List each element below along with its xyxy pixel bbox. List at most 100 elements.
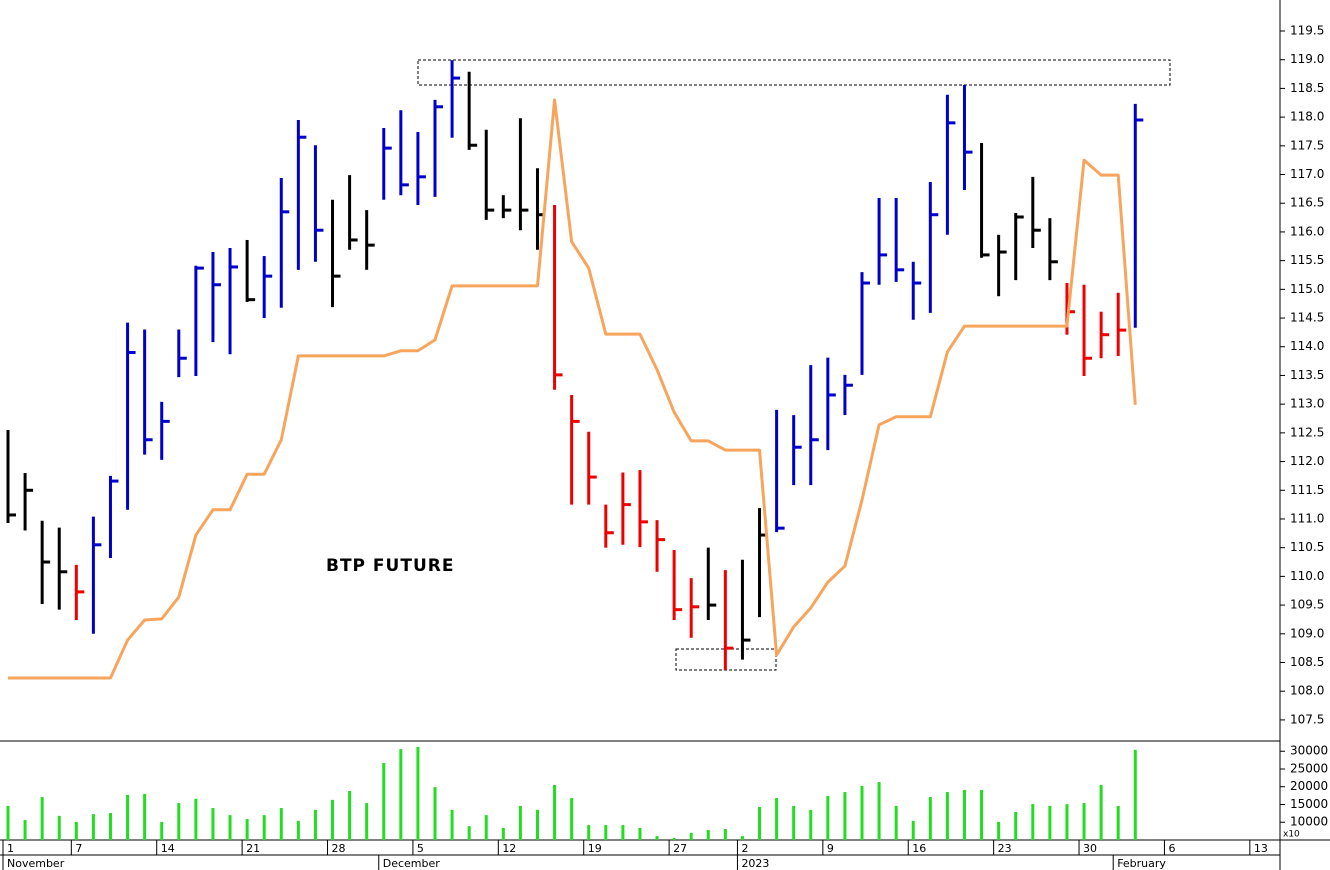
y-tick-label: 108.5 — [1290, 655, 1324, 669]
y-tick-label: 117.0 — [1290, 167, 1324, 181]
volume-bar — [1031, 804, 1035, 840]
x-tick-label: 13 — [1254, 842, 1268, 855]
volume-bar — [826, 795, 830, 840]
volume-bar — [621, 825, 625, 840]
volume-bar — [758, 806, 762, 840]
volume-bar — [740, 836, 744, 840]
x-tick-label: 30 — [1083, 842, 1097, 855]
volume-bar — [313, 809, 317, 840]
x-tick-label: 19 — [588, 842, 602, 855]
x-tick-label: 28 — [332, 842, 346, 855]
x-tick-label: 23 — [998, 842, 1012, 855]
y-tick-label: 119.0 — [1290, 52, 1324, 66]
month-label: December — [383, 857, 441, 870]
volume-bar — [877, 782, 881, 840]
y-tick-label: 107.5 — [1290, 712, 1324, 726]
volume-bar — [1065, 804, 1069, 840]
volume-bar — [1116, 805, 1120, 840]
y-tick-label: 115.5 — [1290, 253, 1324, 267]
volume-bar — [911, 820, 915, 840]
y-tick-label: 110.5 — [1290, 540, 1324, 554]
volume-bar — [416, 746, 420, 840]
volume-bar — [655, 836, 659, 840]
x-tick-label: 21 — [246, 842, 260, 855]
y-tick-label: 111.0 — [1290, 511, 1324, 525]
volume-bar — [296, 820, 300, 840]
volume-bar — [1014, 811, 1018, 840]
volume-bar — [399, 749, 403, 840]
y-tick-label: 20000 — [1290, 779, 1328, 793]
y-tick-label: 25000 — [1290, 761, 1328, 775]
y-tick-label: 112.5 — [1290, 425, 1324, 439]
volume-bar — [245, 819, 249, 840]
volume-bar — [262, 815, 266, 840]
x-tick-label: 1 — [7, 842, 14, 855]
volume-bar — [228, 815, 232, 840]
y-tick-label: 114.5 — [1290, 311, 1324, 325]
volume-bar — [1099, 784, 1103, 840]
volume-bar — [1048, 805, 1052, 840]
volume-bar — [723, 828, 727, 840]
volume-bar — [91, 814, 95, 840]
x-tick-label: 14 — [161, 842, 175, 855]
x-tick-label: 6 — [1168, 842, 1175, 855]
volume-bar — [450, 809, 454, 840]
x-tick-label: 16 — [912, 842, 926, 855]
volume-bar — [792, 805, 796, 840]
annotation: BTP FUTURE — [326, 556, 454, 576]
volume-bar — [535, 809, 539, 840]
volume-bar — [211, 808, 215, 840]
volume-bar — [160, 821, 164, 840]
volume-bar — [945, 792, 949, 840]
y-tick-label: 113.5 — [1290, 368, 1324, 382]
volume-bar — [775, 798, 779, 840]
y-tick-label: 117.5 — [1290, 138, 1324, 152]
y-tick-label: 110.0 — [1290, 569, 1324, 583]
volume-bar — [331, 799, 335, 840]
y-tick-label: 118.0 — [1290, 110, 1324, 124]
y-tick-label: 108.0 — [1290, 684, 1324, 698]
volume-bar — [638, 827, 642, 840]
volume-bar — [23, 820, 27, 840]
volume-bar — [365, 803, 369, 840]
volume-bar — [279, 808, 283, 840]
volume-bar — [604, 825, 608, 840]
y-tick-label: 109.0 — [1290, 626, 1324, 640]
volume-bar — [501, 827, 505, 840]
volume-bar — [57, 815, 61, 840]
volume-bar — [962, 789, 966, 840]
y-tick-label: 116.5 — [1290, 196, 1324, 210]
volume-bar — [553, 784, 557, 840]
volume-bar — [843, 792, 847, 840]
volume-bar — [1133, 749, 1137, 840]
volume-bar — [860, 786, 864, 840]
y-tick-label: 113.0 — [1290, 397, 1324, 411]
y-tick-label: 15000 — [1290, 797, 1328, 811]
volume-bar — [484, 815, 488, 840]
volume-bar — [689, 832, 693, 840]
volume-bar — [143, 793, 147, 840]
volume-bar — [980, 789, 984, 840]
y-tick-label: 111.5 — [1290, 483, 1324, 497]
volume-bar — [6, 805, 10, 840]
y-tick-label: 10000 — [1290, 815, 1328, 829]
y-tick-label: 119.5 — [1290, 24, 1324, 38]
indicator-line — [8, 98, 1137, 680]
resistance-zone — [417, 59, 1171, 86]
volume-bar — [809, 809, 813, 840]
volume-bar — [570, 798, 574, 840]
x-tick-label: 12 — [502, 842, 516, 855]
volume-bar — [1082, 803, 1086, 840]
volume-bar — [194, 798, 198, 840]
y-tick-label: 114.0 — [1290, 339, 1324, 353]
y-tick-label: 116.0 — [1290, 224, 1324, 238]
volume-bar — [177, 803, 181, 840]
y-tick-label: 115.0 — [1290, 282, 1324, 296]
y-tick-label: 109.5 — [1290, 598, 1324, 612]
x-tick-label: 9 — [827, 842, 834, 855]
volume-bar — [928, 797, 932, 840]
month-label: November — [7, 857, 65, 870]
volume-bar — [40, 797, 44, 840]
volume-bar — [467, 826, 471, 840]
